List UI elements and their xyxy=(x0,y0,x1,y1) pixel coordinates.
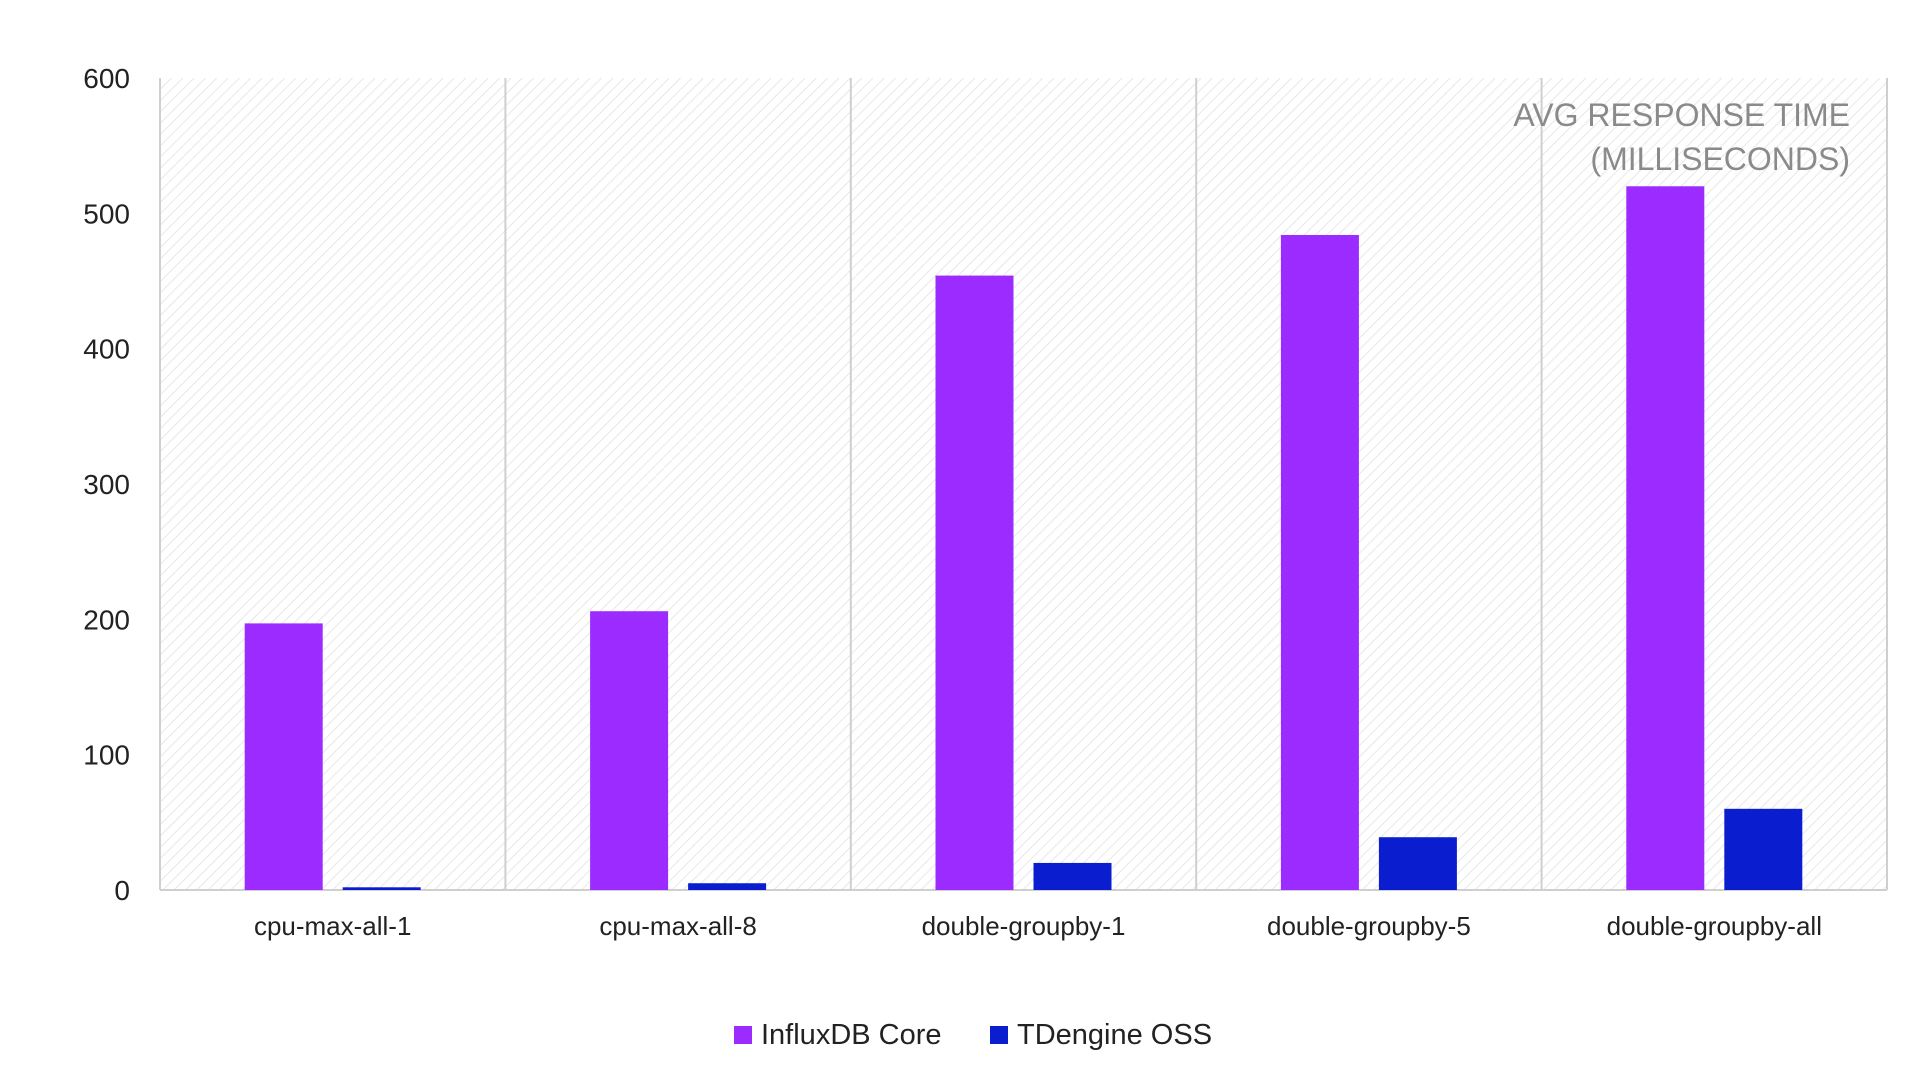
bar-tdengine-oss xyxy=(1724,808,1803,890)
x-category-label: double-groupby-1 xyxy=(922,911,1126,941)
bar-influxdb-core xyxy=(1280,234,1359,890)
bar-tdengine-oss xyxy=(688,883,767,890)
legend-label: InfluxDB Core xyxy=(761,1019,942,1051)
x-category-label: double-groupby-5 xyxy=(1267,911,1471,941)
y-tick-label: 200 xyxy=(83,604,130,635)
chart-title: AVG RESPONSE TIME (MILLISECONDS) xyxy=(1513,97,1850,177)
bar-influxdb-core xyxy=(935,275,1014,890)
bar-tdengine-oss xyxy=(1378,837,1457,890)
chart-title-line: AVG RESPONSE TIME xyxy=(1513,97,1850,133)
grid-lines xyxy=(159,78,1888,891)
bar-tdengine-oss xyxy=(342,887,421,890)
legend-label: TDengine OSS xyxy=(1017,1019,1212,1051)
bar-influxdb-core xyxy=(1626,186,1705,890)
y-axis-ticks: 0 100 200 300 400 500 600 xyxy=(83,63,130,906)
y-tick-label: 300 xyxy=(83,469,130,500)
bar-influxdb-core xyxy=(244,623,323,890)
legend-swatch xyxy=(990,1026,1008,1044)
y-tick-label: 0 xyxy=(114,875,130,906)
bar-influxdb-core xyxy=(590,611,669,890)
x-axis-labels: cpu-max-all-1 cpu-max-all-8 double-groupby… xyxy=(254,911,1822,941)
y-tick-label: 600 xyxy=(83,63,130,94)
y-tick-label: 100 xyxy=(83,740,130,771)
bars xyxy=(244,186,1803,890)
x-category-label: cpu-max-all-1 xyxy=(254,911,412,941)
y-tick-label: 400 xyxy=(83,334,130,365)
y-tick-label: 500 xyxy=(83,198,130,229)
x-category-label: cpu-max-all-8 xyxy=(599,911,757,941)
chart-title-line: (MILLISECONDS) xyxy=(1590,141,1850,177)
legend: InfluxDB Core TDengine OSS xyxy=(734,1019,1212,1051)
x-category-label: double-groupby-all xyxy=(1607,911,1822,941)
bar-tdengine-oss xyxy=(1033,862,1112,890)
legend-swatch xyxy=(734,1026,752,1044)
plot-area-background xyxy=(160,78,1887,890)
